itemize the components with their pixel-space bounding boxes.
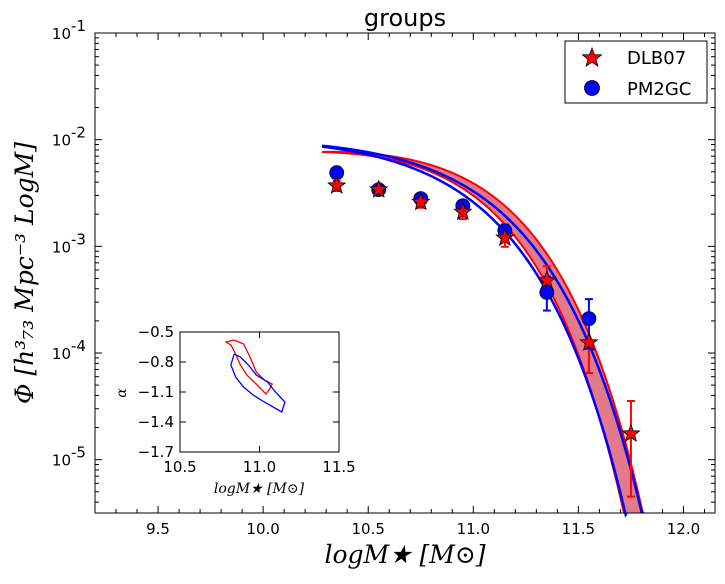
y-tick-label-base: 10	[52, 452, 71, 470]
x-tick-label: 9.5	[146, 520, 170, 538]
y-axis-label: Φ [h³₇₃ Mpc⁻³ LogM]	[10, 142, 39, 404]
plot-frame	[94, 32, 716, 514]
x-tick-label: 12.0	[667, 520, 700, 538]
point-pm2gc	[539, 284, 555, 300]
point-pm2gc	[581, 311, 597, 327]
inset-x-tick-label: 11.5	[322, 458, 355, 476]
legend-marker-pm2gc	[584, 80, 600, 96]
dlb07-confidence-band	[321, 151, 644, 513]
point-dlb07	[411, 191, 431, 211]
chart-title: groups	[364, 4, 446, 32]
x-tick-label: 11.5	[562, 520, 595, 538]
inset-contour-dlb07	[224, 339, 274, 395]
y-tick-label-exp: -1	[71, 17, 86, 35]
inset-contour-pm2gc	[230, 353, 286, 413]
y-tick-label-exp: -5	[71, 444, 86, 462]
y-tick-label-exp: -3	[71, 230, 86, 248]
y-tick-label-base: 10	[52, 345, 71, 363]
inset-y-tick-label: −1.4	[138, 413, 174, 431]
legend-label-pm2gc: PM2GC	[627, 79, 691, 100]
point-dlb07	[495, 227, 515, 247]
y-tick-label-base: 10	[52, 238, 71, 256]
inset-y-tick-label: −1.7	[138, 443, 174, 461]
y-tick-label-base: 10	[52, 25, 71, 43]
inset-y-tick-label: −0.8	[138, 353, 174, 371]
inset-y-tick-label: −1.1	[138, 383, 174, 401]
legend-marker-dlb07	[581, 46, 603, 68]
inset-y-label: α	[114, 388, 130, 398]
point-dlb07	[453, 201, 473, 221]
x-tick-label: 10.5	[352, 520, 385, 538]
inset-x-label: logM★ [M⊙]	[214, 481, 305, 497]
point-dlb07	[537, 270, 557, 289]
x-tick-label: 11.0	[457, 520, 490, 538]
fit-curve-3	[321, 145, 628, 518]
y-tick-label-base: 10	[52, 132, 71, 150]
point-dlb07	[621, 423, 641, 442]
inset-area	[179, 331, 340, 453]
point-dlb07	[369, 179, 389, 198]
inset-x-tick-label: 11.0	[243, 458, 276, 476]
y-tick-label-exp: -4	[71, 337, 86, 355]
y-tick-label-exp: -2	[71, 124, 86, 142]
legend: DLB07 PM2GC	[564, 40, 708, 104]
point-dlb07	[327, 175, 347, 194]
inset-chart: 10.5 11.0 11.5 −0.5 −0.8 −1.1 −1.4 −1.7 logM★ […	[114, 323, 356, 497]
x-tick-label: 10.0	[246, 520, 279, 538]
inset-x-tick-label: 10.5	[163, 458, 196, 476]
point-dlb07	[579, 332, 599, 351]
legend-label-dlb07: DLB07	[627, 48, 686, 69]
inset-y-tick-label: −0.5	[138, 323, 174, 341]
x-axis-label: logM★ [M⊙]	[324, 540, 485, 569]
